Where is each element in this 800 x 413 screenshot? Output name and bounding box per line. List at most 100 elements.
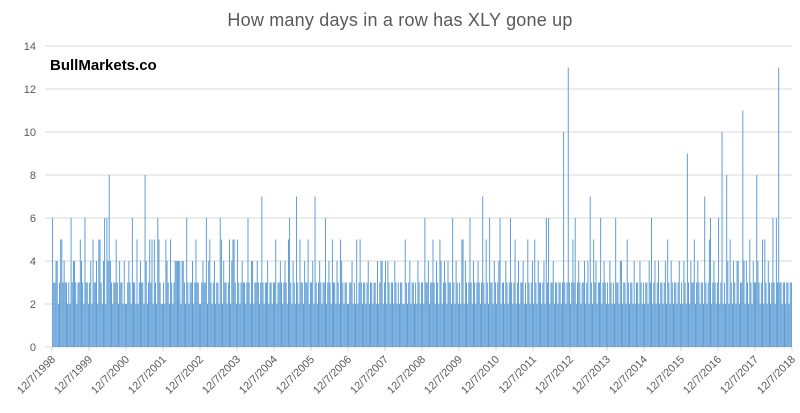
bar: [278, 282, 280, 347]
bar: [689, 304, 691, 347]
bar: [496, 304, 498, 347]
bar: [336, 261, 338, 347]
bar: [194, 282, 196, 347]
bar: [612, 282, 614, 347]
bar: [543, 261, 545, 347]
bar: [468, 282, 470, 347]
bar: [412, 282, 414, 347]
bar: [697, 261, 699, 347]
x-tick-label: 12/7/2014: [607, 354, 650, 397]
bar: [201, 282, 203, 347]
bar: [247, 218, 249, 347]
bar: [203, 282, 205, 347]
bar: [577, 282, 578, 347]
bar: [589, 196, 591, 347]
bar: [431, 282, 433, 347]
bar: [544, 304, 546, 347]
bar: [306, 282, 308, 347]
bar: [429, 304, 430, 347]
bar: [129, 282, 131, 347]
bar: [558, 282, 560, 347]
bar: [365, 304, 367, 347]
bar: [260, 282, 262, 347]
bar: [101, 304, 103, 347]
bar: [364, 282, 366, 347]
bar: [298, 304, 300, 347]
bar: [671, 282, 673, 347]
bar: [531, 261, 533, 347]
bar: [536, 304, 538, 347]
bar: [457, 304, 459, 347]
bar: [402, 304, 404, 347]
bar: [65, 282, 67, 347]
bar: [237, 239, 239, 347]
bar: [466, 282, 467, 347]
bar: [427, 261, 429, 347]
bar: [52, 218, 54, 347]
bar: [150, 282, 152, 347]
bar: [85, 282, 87, 347]
x-tick-label: 12/7/2009: [422, 354, 465, 397]
bar: [742, 110, 744, 347]
bar: [639, 261, 641, 347]
bar: [323, 282, 325, 347]
bar: [451, 304, 452, 347]
bar: [779, 282, 781, 347]
bar: [264, 282, 266, 347]
bar: [630, 282, 632, 347]
bar: [82, 282, 84, 347]
bar: [683, 261, 685, 347]
bar: [679, 304, 681, 347]
x-tick-label: 12/7/2000: [89, 354, 132, 397]
bar: [752, 261, 754, 347]
bar: [175, 261, 177, 347]
bar: [172, 304, 174, 347]
bar: [164, 304, 166, 347]
bar: [366, 282, 368, 347]
bar: [745, 261, 747, 347]
bar: [248, 282, 250, 347]
bar: [582, 282, 584, 347]
bar: [229, 239, 230, 347]
bar: [275, 239, 277, 347]
bar: [307, 239, 309, 347]
bar: [381, 261, 383, 347]
bar: [233, 239, 235, 347]
bar: [446, 304, 448, 347]
bar: [681, 282, 683, 347]
bar: [127, 282, 129, 347]
bar: [548, 218, 550, 347]
bar: [253, 304, 255, 347]
bar: [98, 239, 100, 347]
bar: [545, 218, 547, 347]
bar: [509, 218, 511, 347]
bar: [123, 261, 125, 347]
bar: [736, 261, 738, 347]
y-tick-label: 10: [24, 127, 36, 139]
bar: [72, 261, 74, 347]
bar: [326, 304, 328, 347]
bar: [173, 282, 175, 347]
bar: [407, 304, 409, 347]
bar: [153, 239, 155, 347]
bar: [337, 282, 339, 347]
bar: [435, 261, 437, 347]
x-tick-label: 12/7/2005: [274, 354, 317, 397]
bar: [619, 261, 621, 347]
bar: [197, 282, 199, 347]
bar: [256, 261, 258, 347]
bar: [704, 196, 706, 347]
y-tick-label: 2: [30, 299, 36, 311]
bar: [86, 282, 88, 347]
bar: [738, 304, 740, 347]
bar: [182, 261, 184, 347]
bar: [494, 282, 496, 347]
bar: [580, 304, 582, 347]
bar: [737, 261, 739, 347]
bar: [424, 218, 426, 347]
bar: [226, 304, 228, 347]
bar: [180, 304, 182, 347]
y-tick-label: 8: [30, 170, 36, 182]
bar: [602, 282, 604, 347]
bar: [715, 304, 717, 347]
